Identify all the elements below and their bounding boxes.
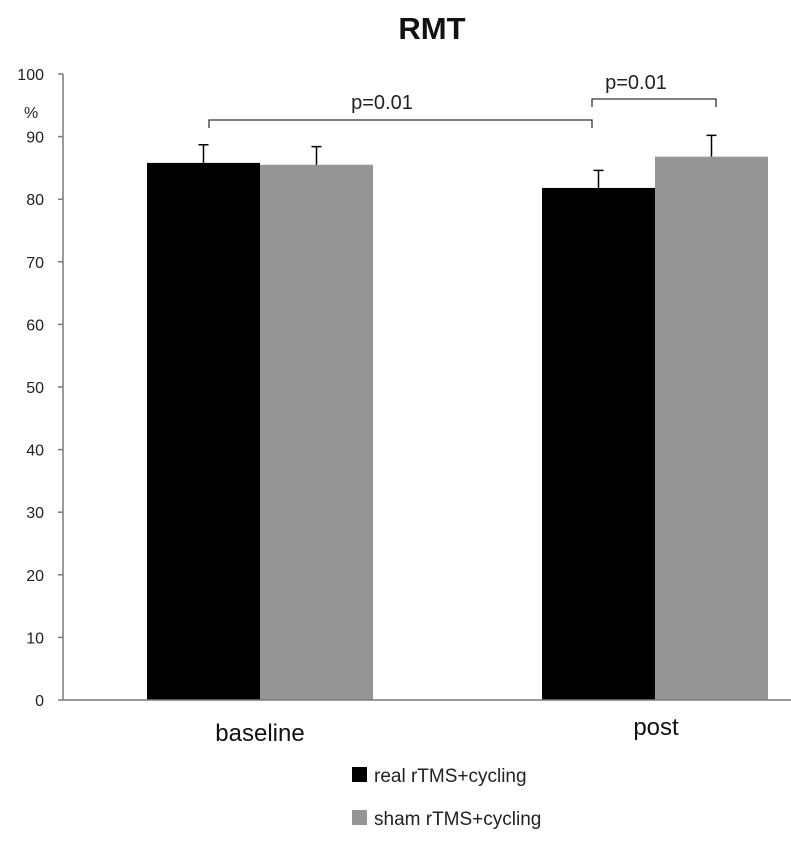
legend-label: sham rTMS+cycling (374, 809, 541, 830)
y-tick-label: 80 (26, 192, 44, 209)
bar-baseline-series-2 (260, 164, 373, 700)
legend-swatch (352, 767, 367, 782)
legend-label: real rTMS+cycling (374, 766, 527, 787)
bars (147, 156, 768, 701)
y-tick-label: 100 (17, 67, 44, 84)
bar-baseline-series-1 (147, 162, 260, 701)
bar-post-series-1 (542, 187, 655, 700)
x-category-label: post (633, 714, 679, 741)
y-tick-label: 0 (35, 693, 44, 710)
y-tick-label: 30 (26, 505, 44, 522)
error-bar (198, 143, 209, 163)
legend: real rTMS+cycling sham rTMS+cycling (352, 766, 541, 830)
chart-title: RMT (398, 11, 465, 46)
x-axis-categories: baseline post (215, 714, 679, 747)
significance-label: p=0.01 (351, 92, 413, 114)
y-tick-label: 60 (26, 317, 44, 334)
error-bar (311, 145, 322, 165)
y-tick-label: 40 (26, 443, 44, 460)
y-tick-label: 50 (26, 380, 44, 397)
legend-item: real rTMS+cycling (352, 766, 527, 787)
significance-bracket: p=0.01 (208, 92, 593, 128)
y-tick-label: 20 (26, 568, 44, 585)
error-bar (706, 134, 717, 157)
legend-item: sham rTMS+cycling (352, 809, 541, 830)
y-tick-label: 90 (26, 130, 44, 147)
legend-swatch (352, 810, 367, 825)
significance-label: p=0.01 (605, 72, 667, 94)
error-bar (593, 169, 604, 188)
bar-post-series-2 (655, 156, 768, 700)
x-category-label: baseline (215, 720, 304, 747)
y-tick-label: 70 (26, 255, 44, 272)
significance-bracket: p=0.01 (591, 72, 717, 107)
significance-annotations: p=0.01 p=0.01 (208, 72, 717, 128)
y-axis: 0 10 20 30 40 50 60 70 80 90 100 (17, 67, 64, 710)
error-bars (198, 134, 717, 188)
y-axis-unit: % (24, 105, 38, 122)
y-tick-label: 10 (26, 630, 44, 647)
